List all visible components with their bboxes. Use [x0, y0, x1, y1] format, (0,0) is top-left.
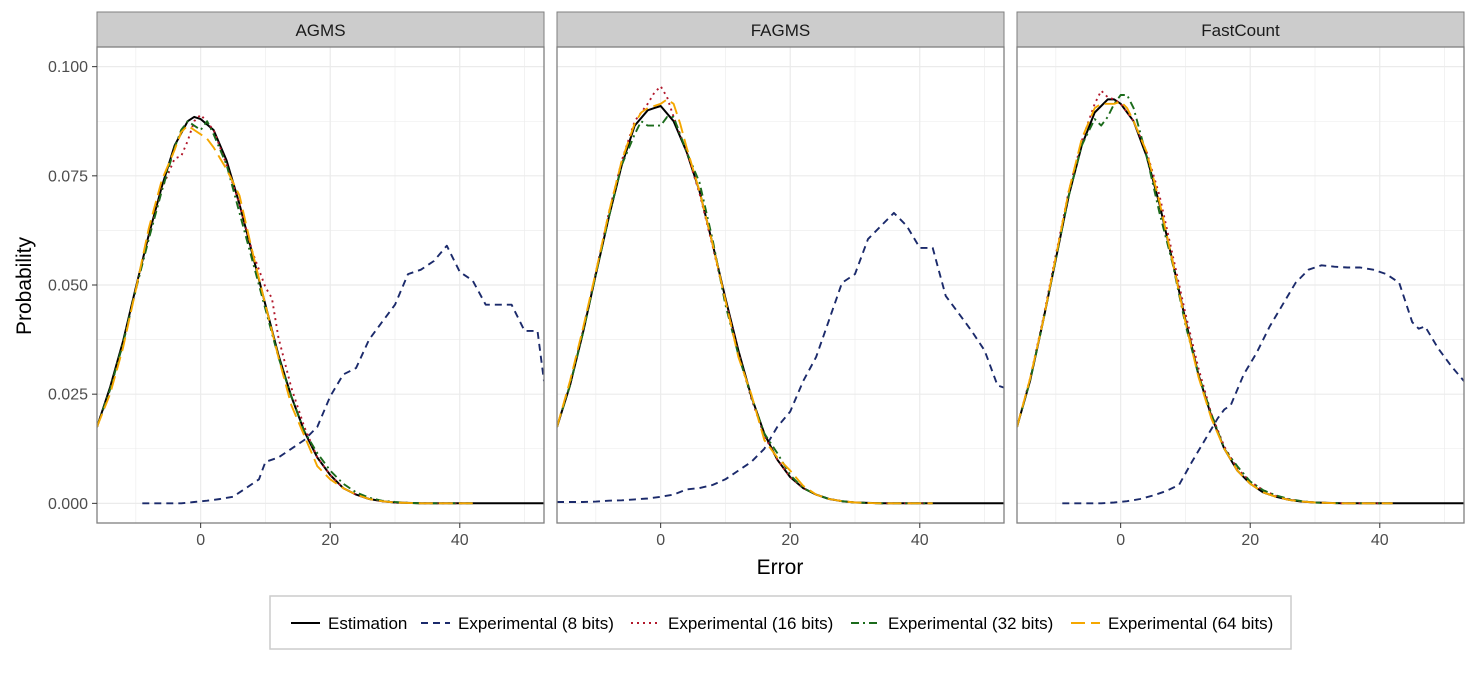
- y-axis-title: Probability: [13, 236, 36, 335]
- strip-label: FAGMS: [751, 21, 811, 40]
- gridlines: [557, 47, 1004, 523]
- legend: Estimation Experimental (8 bits) Experimen…: [269, 595, 1292, 650]
- x-tick-label: 40: [451, 532, 469, 549]
- x-tick-label: 0: [656, 532, 665, 549]
- y-tick-label: 0.025: [48, 387, 88, 404]
- x-axis: 0 20 40 0 20 40 0 20 40: [196, 523, 1389, 549]
- panel-border: [556, 46, 1005, 524]
- x-tick-label: 0: [1116, 532, 1125, 549]
- x-axis-title: Error: [757, 556, 804, 579]
- y-tick-label: 0.075: [48, 168, 88, 185]
- legend-label: Experimental (64 bits): [1108, 614, 1273, 633]
- panel-fagms: FAGMS: [556, 11, 1005, 524]
- panel-agms: AGMS: [96, 11, 545, 524]
- y-tick-label: 0.000: [48, 496, 88, 513]
- y-axis: 0.000 0.025 0.050 0.075 0.100: [48, 59, 97, 513]
- panel-fastcount: FastCount: [1016, 11, 1465, 524]
- legend-box: [269, 595, 1292, 650]
- legend-label: Experimental (32 bits): [888, 614, 1053, 633]
- x-tick-label: 40: [1371, 532, 1389, 549]
- x-tick-label: 0: [196, 532, 205, 549]
- series-line-experimental-64-bits: [557, 98, 933, 505]
- series-line-experimental-8-bits: [142, 244, 544, 505]
- legend-item: Experimental (16 bits): [631, 614, 833, 633]
- legend-label: Experimental (16 bits): [668, 614, 833, 633]
- legend-item: Experimental (64 bits): [1071, 614, 1273, 633]
- legend-item: Experimental (8 bits): [421, 614, 614, 633]
- gridlines: [1017, 47, 1464, 523]
- strip-label: AGMS: [295, 21, 345, 40]
- legend-item: Estimation: [291, 614, 407, 633]
- chart-panels: AGMS FAGMS FastCount: [96, 11, 1465, 524]
- series-line-experimental-32-bits: [557, 115, 933, 505]
- series-line-experimental-64-bits: [1017, 100, 1393, 505]
- legend-item: Experimental (32 bits): [851, 614, 1053, 633]
- panel-border: [1016, 46, 1465, 524]
- series-line-experimental-8-bits: [1062, 264, 1464, 505]
- series-line-experimental-8-bits: [557, 211, 1004, 503]
- x-tick-label: 40: [911, 532, 929, 549]
- legend-label: Estimation: [328, 614, 407, 633]
- y-tick-label: 0.100: [48, 59, 88, 76]
- series-line-experimental-64-bits: [97, 124, 473, 505]
- y-tick-label: 0.050: [48, 278, 88, 295]
- strip-background: [556, 11, 1005, 48]
- series-lines: [557, 85, 1004, 505]
- x-tick-label: 20: [781, 532, 799, 549]
- strip-background: [1016, 11, 1465, 48]
- series-lines: [1017, 89, 1464, 505]
- strip-label: FastCount: [1201, 21, 1280, 40]
- series-line-experimental-32-bits: [97, 120, 473, 505]
- gridlines: [97, 47, 544, 523]
- legend-label: Experimental (8 bits): [458, 614, 614, 633]
- x-tick-label: 20: [321, 532, 339, 549]
- series-lines: [97, 113, 544, 505]
- x-tick-label: 20: [1241, 532, 1259, 549]
- strip-background: [96, 11, 545, 48]
